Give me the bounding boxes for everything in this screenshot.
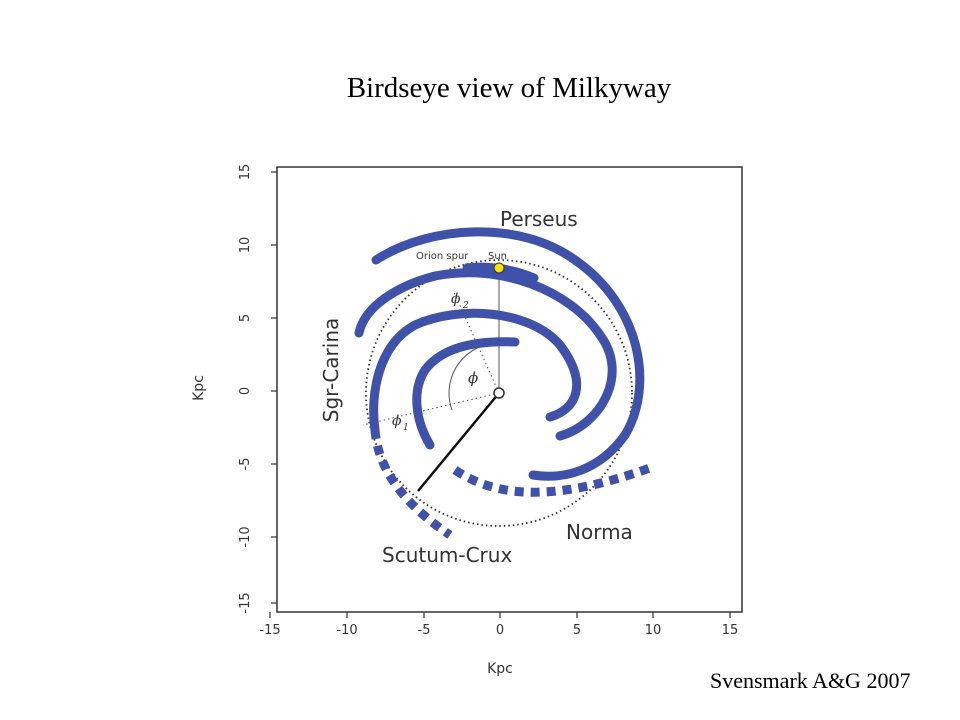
sgr-carina-arm-inner bbox=[369, 308, 582, 435]
dashed-arm-extensions bbox=[370, 429, 652, 539]
scutum-crux-label: Scutum-Crux bbox=[382, 543, 512, 567]
perseus-label: Perseus bbox=[500, 207, 578, 231]
phi2-radius-line bbox=[452, 289, 500, 394]
x-tick-label: -15 bbox=[259, 623, 280, 638]
x-axis-label: Kpc bbox=[487, 661, 513, 677]
sun-label: Sun bbox=[488, 251, 507, 262]
phi1-radius-line bbox=[362, 392, 500, 426]
x-tick-label: -10 bbox=[336, 623, 357, 638]
plot-frame bbox=[276, 166, 743, 613]
x-tick-label: 5 bbox=[573, 623, 581, 638]
slide-title: Birdseye view of Milkyway bbox=[346, 72, 672, 104]
phi2-label: ϕ bbox=[451, 291, 461, 307]
phi2-subscript: 2 bbox=[462, 301, 469, 311]
y-tick-label: -15 bbox=[238, 592, 253, 613]
sgr-carina-arm-outer bbox=[354, 268, 617, 441]
source-credit: Svensmark A&G 2007 bbox=[710, 668, 911, 693]
y-axis-label: Kpc bbox=[191, 375, 207, 401]
y-tick-label: -5 bbox=[238, 458, 253, 471]
galactic-center bbox=[493, 387, 505, 399]
scutum-crux-arm bbox=[412, 337, 520, 450]
x-tick-marks bbox=[269, 612, 731, 618]
spiral-arms bbox=[354, 227, 645, 481]
orion-spur-label: Orion spur bbox=[416, 251, 469, 262]
x-tick-label: 0 bbox=[496, 623, 504, 638]
norma-label: Norma bbox=[566, 520, 633, 544]
phi-label: ϕ bbox=[468, 369, 478, 387]
x-tick-label: -5 bbox=[418, 623, 431, 638]
sun-marker bbox=[493, 262, 505, 274]
x-tick-label: 15 bbox=[722, 623, 739, 638]
y-tick-label: 5 bbox=[238, 314, 253, 322]
solar-circle bbox=[365, 259, 633, 527]
norma-dashed bbox=[452, 463, 652, 497]
phi1-label: ϕ bbox=[392, 413, 402, 429]
x-tick-label: 10 bbox=[645, 623, 662, 638]
sgr-carina-label: Sgr-Carina bbox=[319, 318, 343, 422]
y-tick-label: 15 bbox=[238, 164, 253, 181]
phi1-subscript: 1 bbox=[403, 423, 409, 433]
y-tick-marks bbox=[271, 171, 277, 604]
perseus-arm bbox=[371, 227, 645, 481]
scutum-crux-dashed bbox=[370, 429, 453, 539]
galactic-bar bbox=[417, 392, 500, 492]
y-tick-label: -10 bbox=[238, 526, 253, 547]
y-tick-label: 0 bbox=[238, 387, 253, 395]
y-tick-label: 10 bbox=[238, 237, 253, 254]
